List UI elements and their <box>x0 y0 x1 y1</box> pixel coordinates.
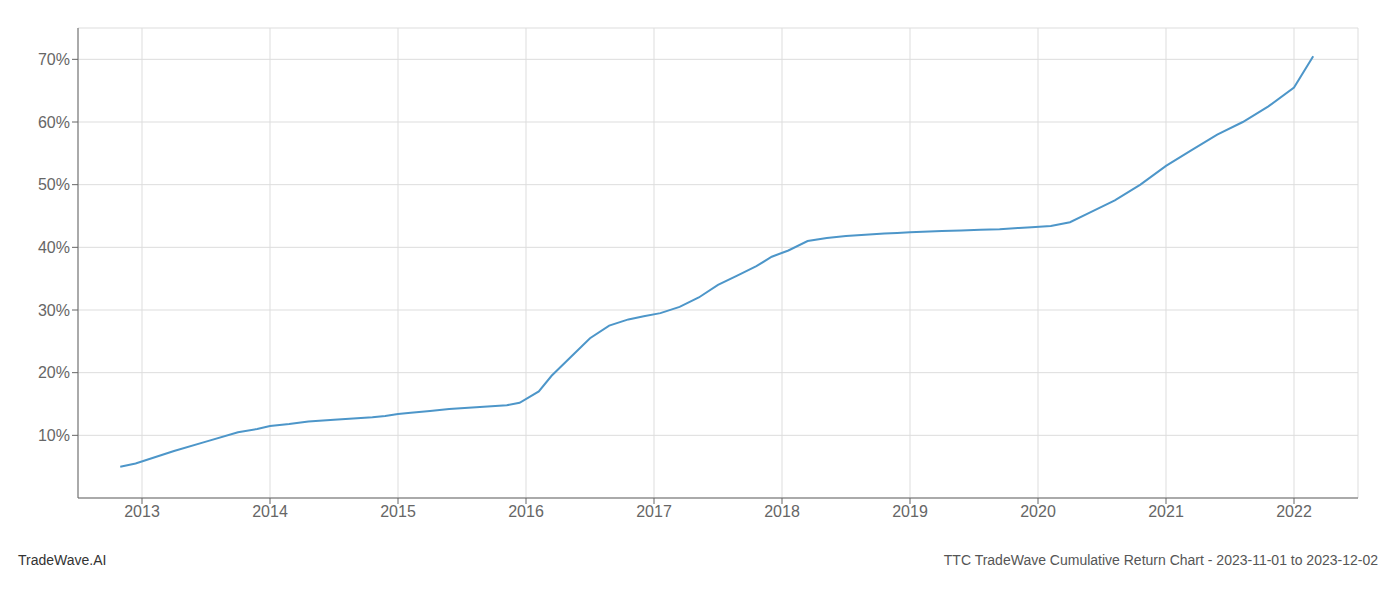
svg-text:60%: 60% <box>38 114 70 131</box>
svg-text:2019: 2019 <box>892 503 928 520</box>
svg-text:70%: 70% <box>38 51 70 68</box>
svg-text:2018: 2018 <box>764 503 800 520</box>
svg-text:2014: 2014 <box>252 503 288 520</box>
svg-text:2020: 2020 <box>1020 503 1056 520</box>
svg-text:2017: 2017 <box>636 503 672 520</box>
svg-text:50%: 50% <box>38 176 70 193</box>
svg-text:2022: 2022 <box>1276 503 1312 520</box>
html-text:TTC TradeWave Cumulative Retur: TTC TradeWave Cumulative Return Chart - … <box>943 552 1378 568</box>
svg-text:20%: 20% <box>38 364 70 381</box>
svg-text:2015: 2015 <box>380 503 416 520</box>
svg-text:40%: 40% <box>38 239 70 256</box>
svg-text:2013: 2013 <box>124 503 160 520</box>
html-text:TradeWave.AI: TradeWave.AI <box>18 552 107 568</box>
svg-text:10%: 10% <box>38 427 70 444</box>
svg-text:30%: 30% <box>38 302 70 319</box>
svg-text:2021: 2021 <box>1148 503 1184 520</box>
svg-text:2016: 2016 <box>508 503 544 520</box>
